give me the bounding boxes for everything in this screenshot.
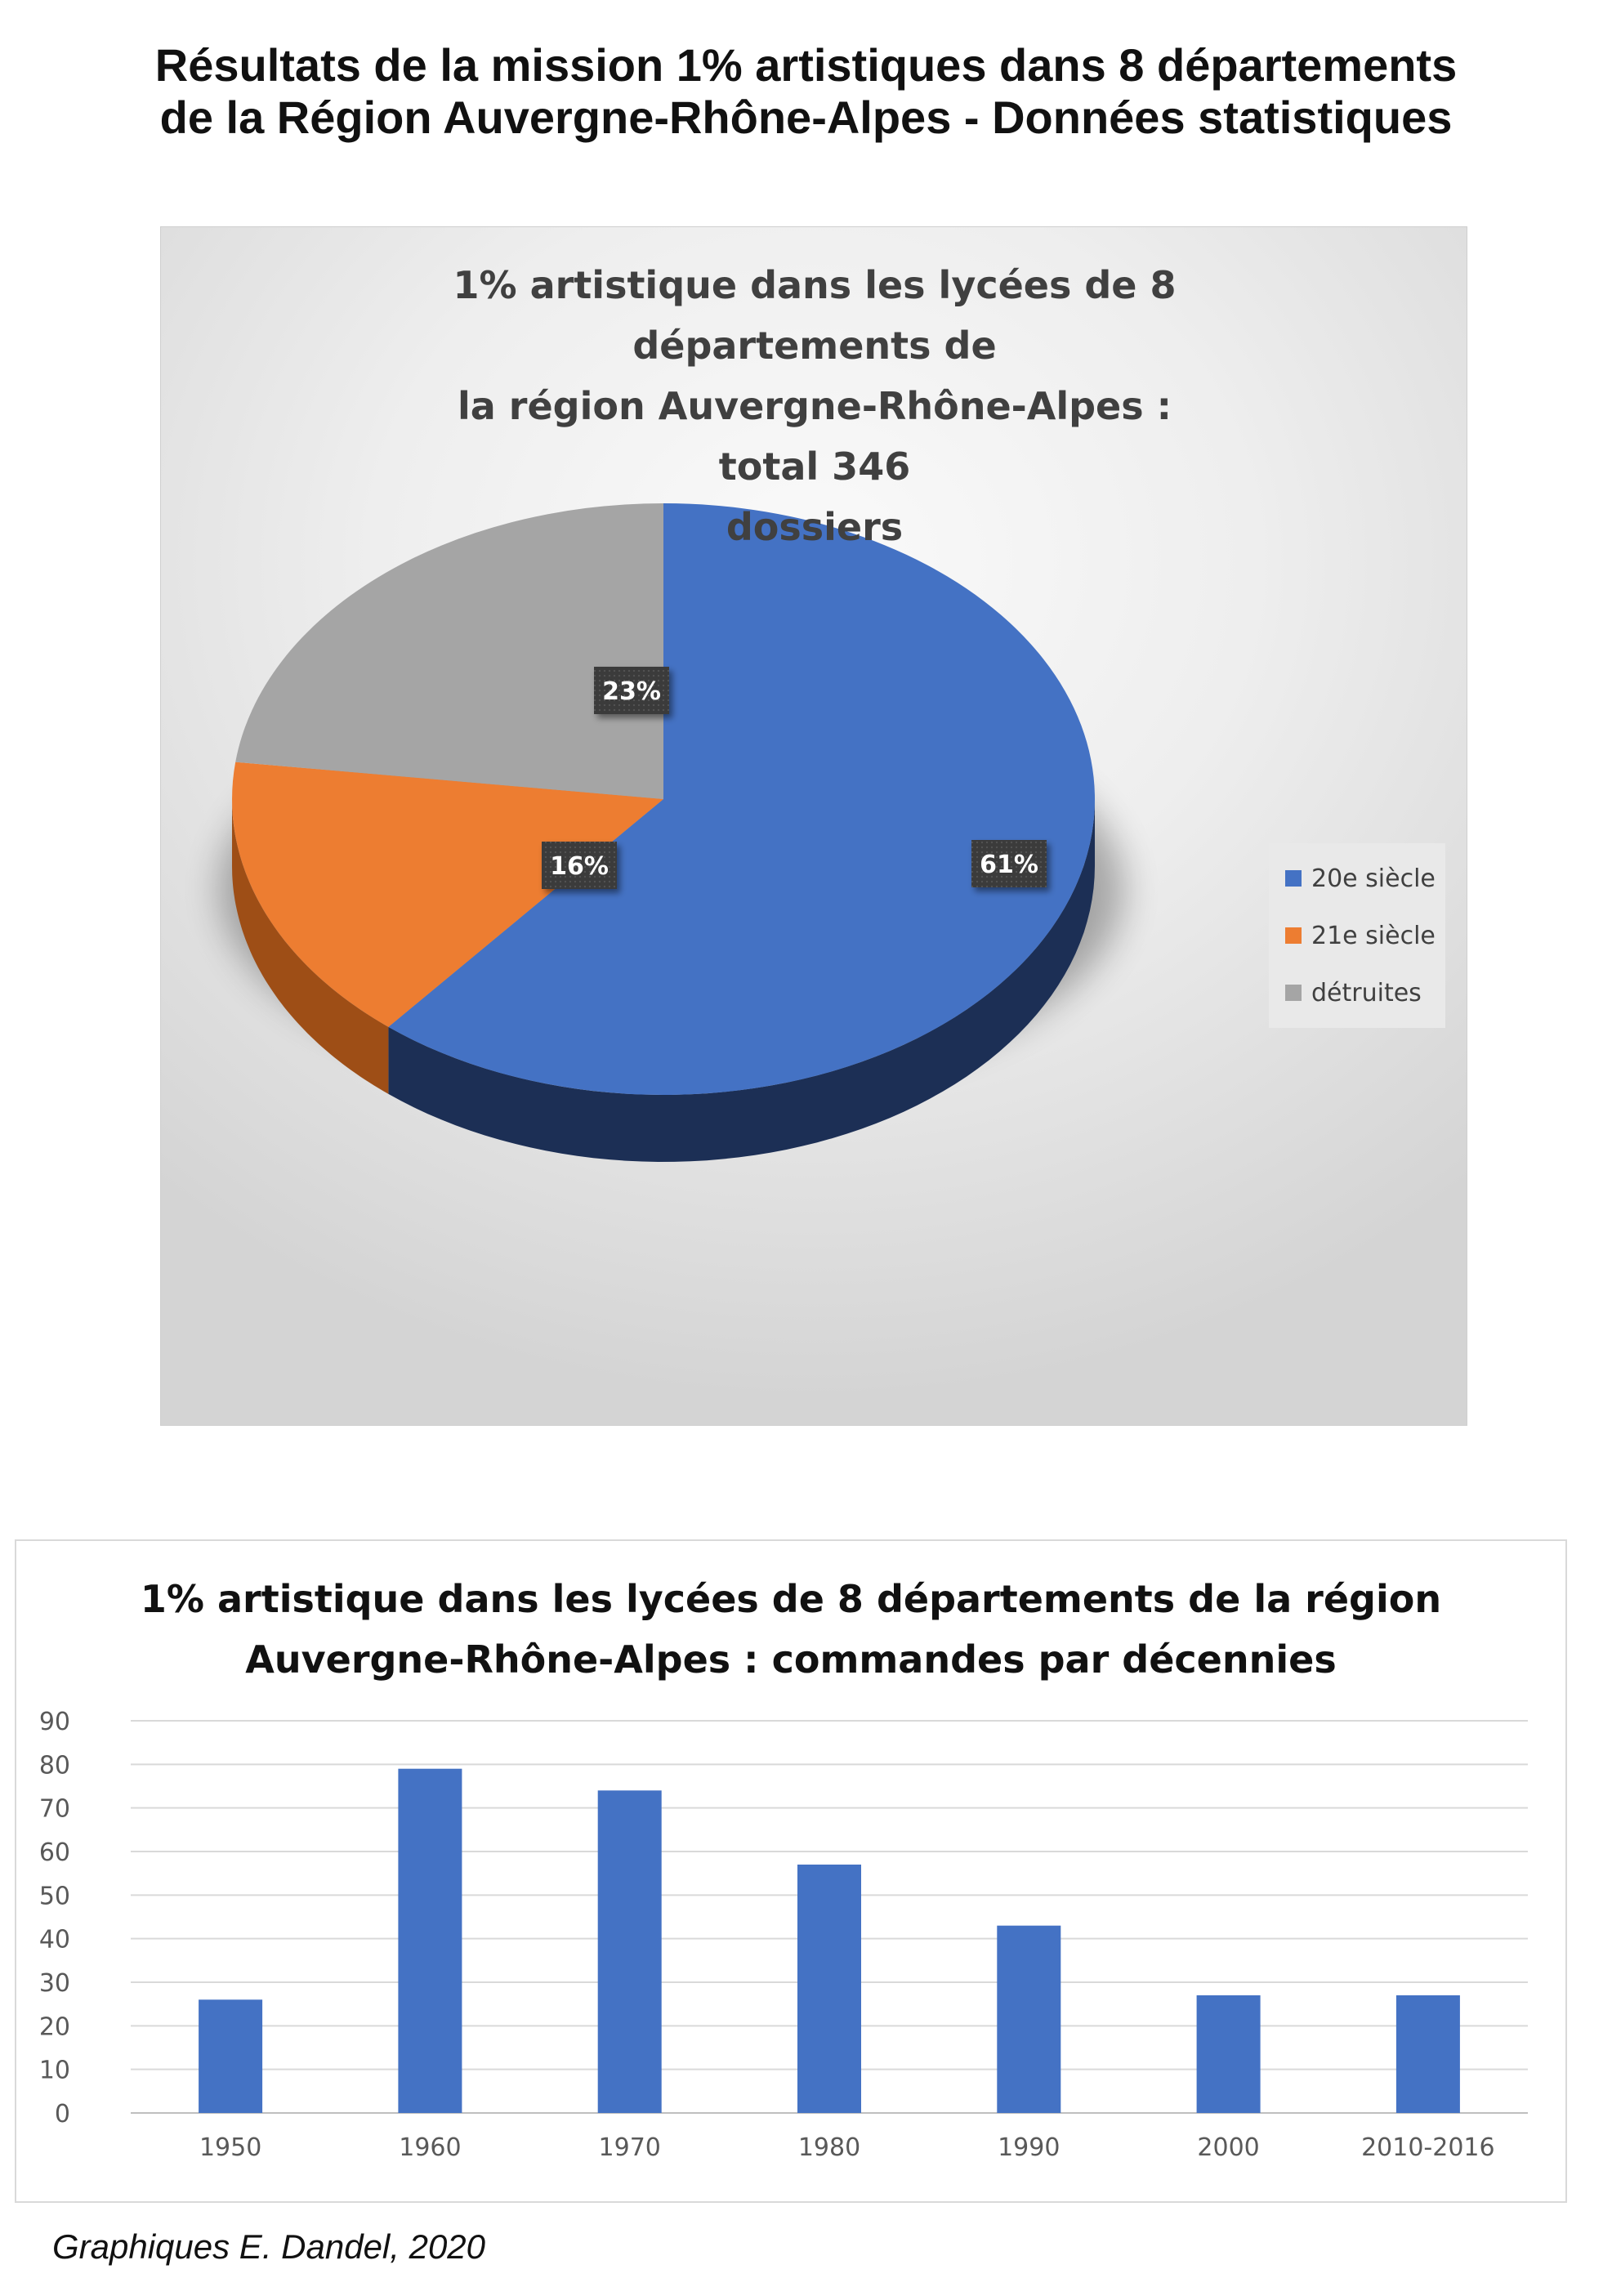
pie-slice-détruites: [235, 503, 663, 799]
legend-item-detruites: détruites: [1269, 964, 1445, 1021]
credit-text: Graphiques E. Dandel, 2020: [52, 2227, 486, 2266]
pie-chart-title: 1% artistique dans les lycées de 8 dépar…: [406, 255, 1223, 557]
pie-data-label: 16%: [542, 842, 617, 889]
x-tick-label: 1950: [199, 2133, 261, 2162]
pie-data-label-box: [594, 667, 669, 714]
y-tick-label: 70: [39, 1795, 70, 1824]
pie-data-label: 61%: [971, 840, 1047, 887]
bar-chart-panel: 1% artistique dans les lycées de 8 dépar…: [15, 1539, 1567, 2203]
x-tick-label: 1960: [399, 2133, 461, 2162]
bar-2010-2016: [1395, 1995, 1460, 2113]
bar-1950: [199, 1999, 263, 2113]
pie-slice-21e siècle: [232, 762, 663, 1027]
bar-1960: [398, 1768, 462, 2113]
bar-title-line: Auvergne-Rhône-Alpes : commandes par déc…: [245, 1637, 1337, 1682]
legend-swatch: [1285, 870, 1302, 887]
pie-data-label-text: 16%: [550, 852, 609, 881]
legend-swatch: [1285, 927, 1302, 944]
pie-title-line: 1% artistique dans les lycées de 8 dépar…: [453, 263, 1177, 368]
y-tick-label: 60: [39, 1838, 70, 1867]
y-tick-label: 30: [39, 1969, 70, 1998]
pie-data-label-text: 23%: [602, 677, 661, 706]
bar-1980: [797, 1865, 861, 2113]
pie-chart: 61% 16% 23%: [220, 503, 1123, 1162]
y-tick-label: 90: [39, 1708, 70, 1736]
x-tick-label: 2000: [1197, 2133, 1259, 2162]
y-tick-label: 20: [39, 2012, 70, 2041]
pie-side-21e siècle: [232, 799, 389, 1094]
pie-side-20e siècle: [388, 799, 1095, 1162]
bar-1990: [997, 1925, 1061, 2113]
bar-title-line: 1% artistique dans les lycées de 8 dépar…: [140, 1577, 1442, 1621]
pie-data-label-box: [542, 842, 617, 889]
legend-label: 20e siècle: [1311, 864, 1436, 893]
y-tick-label: 80: [39, 1751, 70, 1780]
main-title: Résultats de la mission 1% artistiques d…: [0, 39, 1612, 144]
x-tick-label: 1990: [998, 2133, 1060, 2162]
pie-data-label-box: [971, 840, 1047, 887]
pie-title-line: la région Auvergne-Rhône-Alpes : total 3…: [457, 384, 1172, 489]
main-title-line-2: de la Région Auvergne-Rhône-Alpes - Donn…: [159, 92, 1453, 143]
pie-legend: 20e siècle 21e siècle détruites: [1269, 843, 1445, 1028]
legend-label: détruites: [1311, 978, 1422, 1007]
legend-swatch: [1285, 985, 1302, 1001]
y-tick-label: 10: [39, 2057, 70, 2085]
bar-1970: [597, 1790, 662, 2113]
pie-title-line: dossiers: [726, 505, 904, 549]
x-tick-label: 1980: [798, 2133, 860, 2162]
pie-data-label: 23%: [594, 667, 669, 714]
x-tick-label: 1970: [599, 2133, 661, 2162]
y-tick-label: 0: [55, 2100, 70, 2128]
bar-2000: [1196, 1995, 1261, 2113]
bar-chart: 0 10 20 30 40 50 60 70 80 90 1950 1960 1970 1980 1990 2…: [39, 1708, 1528, 2162]
legend-item-20e-siecle: 20e siècle: [1269, 850, 1445, 907]
pie-data-label-text: 61%: [980, 851, 1038, 879]
y-tick-label: 50: [39, 1882, 70, 1910]
legend-label: 21e siècle: [1311, 921, 1436, 950]
y-tick-label: 40: [39, 1926, 70, 1954]
x-tick-label: 2010-2016: [1361, 2133, 1495, 2162]
bar-chart-title: 1% artistique dans les lycées de 8 dépar…: [16, 1569, 1565, 1690]
pie-chart-panel: 61% 16% 23% 1% artistique dans les lycées …: [160, 226, 1467, 1426]
main-title-line-1: Résultats de la mission 1% artistiques d…: [154, 39, 1458, 91]
pie-slice-20e siècle: [388, 503, 1096, 1095]
legend-item-21e-siecle: 21e siècle: [1269, 907, 1445, 964]
